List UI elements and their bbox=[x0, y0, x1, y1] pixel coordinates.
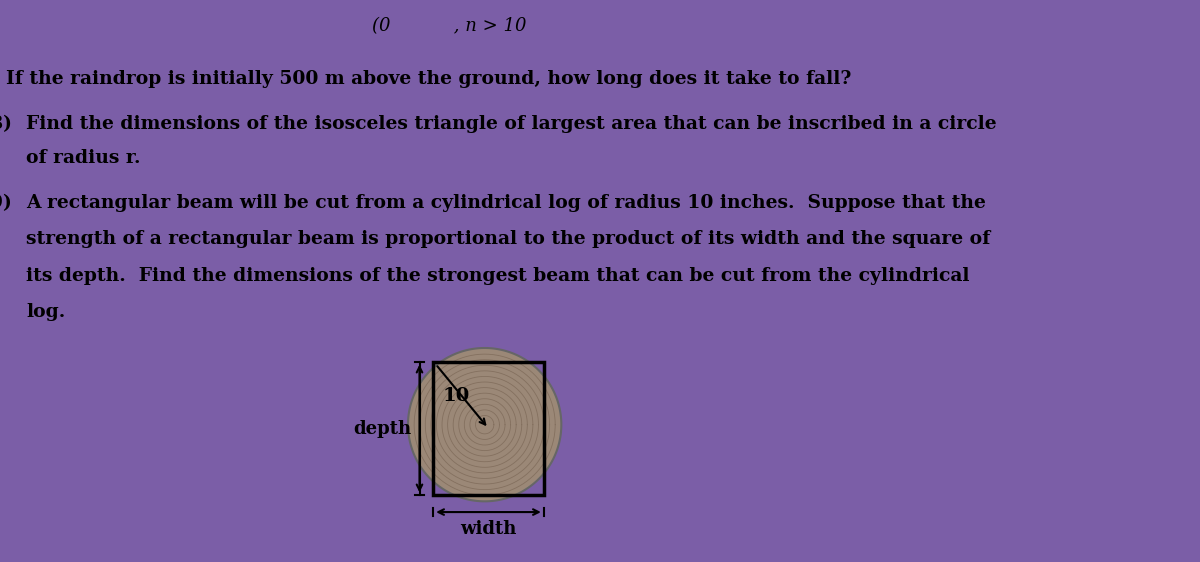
Text: of radius r.: of radius r. bbox=[26, 149, 140, 167]
Text: If the raindrop is initially 500 m above the ground, how long does it take to fa: If the raindrop is initially 500 m above… bbox=[6, 70, 851, 88]
Text: 8): 8) bbox=[0, 115, 12, 133]
Polygon shape bbox=[408, 348, 562, 501]
Text: depth: depth bbox=[354, 419, 412, 437]
Text: 9): 9) bbox=[0, 194, 12, 212]
Text: width: width bbox=[461, 520, 517, 538]
Text: Find the dimensions of the isosceles triangle of largest area that can be inscri: Find the dimensions of the isosceles tri… bbox=[26, 115, 997, 133]
Bar bbox=[433, 362, 544, 495]
Text: log.: log. bbox=[26, 303, 66, 321]
Text: 10: 10 bbox=[443, 387, 470, 405]
Text: A rectangular beam will be cut from a cylindrical log of radius 10 inches.  Supp: A rectangular beam will be cut from a cy… bbox=[26, 194, 986, 212]
Text: (0           , n > 10: (0 , n > 10 bbox=[372, 17, 527, 35]
Text: its depth.  Find the dimensions of the strongest beam that can be cut from the c: its depth. Find the dimensions of the st… bbox=[26, 267, 970, 285]
Text: strength of a rectangular beam is proportional to the product of its width and t: strength of a rectangular beam is propor… bbox=[26, 230, 991, 248]
